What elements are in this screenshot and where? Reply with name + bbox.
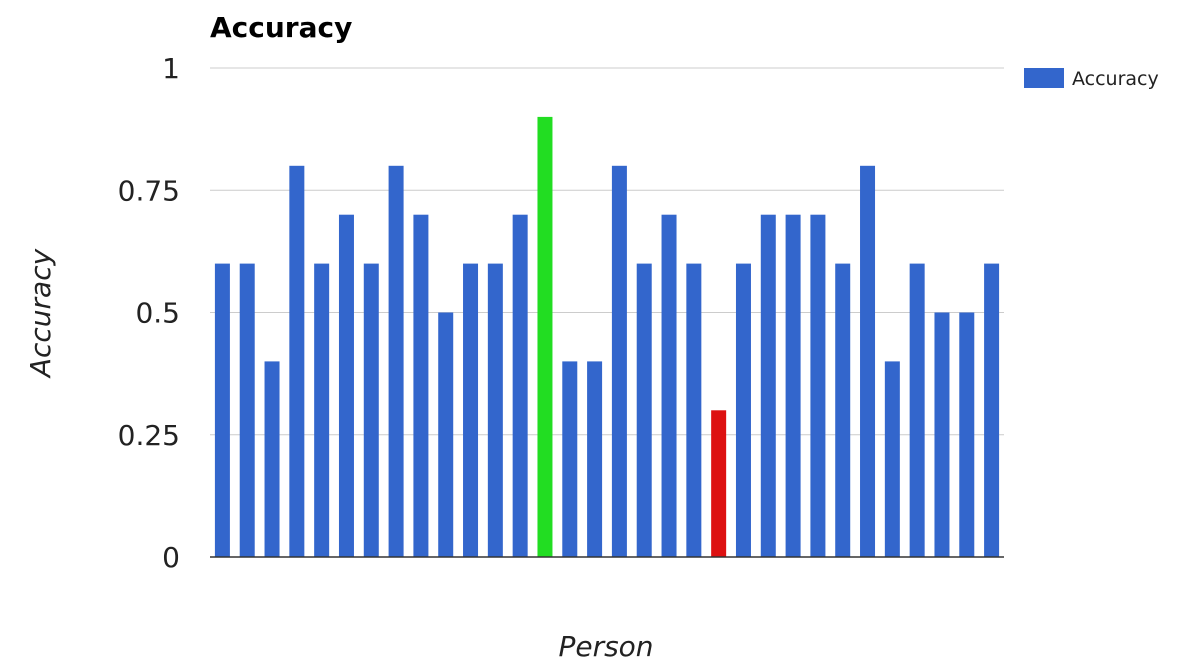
bar-person-18[interactable]: [636, 263, 652, 557]
bar-person-26[interactable]: [835, 263, 851, 557]
bar-person-11[interactable]: [463, 263, 479, 557]
bar-person-12[interactable]: [487, 263, 503, 557]
legend-label: Accuracy: [1072, 68, 1159, 90]
y-tick-label: 0.5: [135, 297, 180, 330]
legend: Accuracy: [1024, 68, 1159, 90]
bar-person-27[interactable]: [860, 165, 876, 558]
y-axis-label: Accuracy: [24, 248, 57, 379]
y-tick-label: 1: [162, 52, 180, 85]
bar-person-17[interactable]: [611, 165, 627, 558]
bar-person-22[interactable]: [735, 263, 751, 557]
bar-person-13[interactable]: [512, 214, 528, 557]
bar-person-4[interactable]: [289, 165, 305, 558]
bar-person-23[interactable]: [760, 214, 776, 557]
bar-person-10[interactable]: [438, 312, 454, 558]
chart-title: Accuracy: [210, 11, 352, 44]
bar-person-8[interactable]: [388, 165, 404, 558]
bar-person-21[interactable]: [711, 410, 727, 557]
bar-person-3[interactable]: [264, 361, 280, 557]
bar-person-19[interactable]: [661, 214, 677, 557]
bar-person-15[interactable]: [562, 361, 578, 557]
bar-person-20[interactable]: [686, 263, 702, 557]
legend-swatch: [1024, 68, 1064, 88]
bar-person-2[interactable]: [239, 263, 255, 557]
bar-person-32[interactable]: [984, 263, 1000, 557]
bar-person-1[interactable]: [214, 263, 230, 557]
y-tick-labels: 0 0.25 0.5 0.75 1: [118, 52, 180, 574]
bar-person-24[interactable]: [785, 214, 801, 557]
bar-person-6[interactable]: [338, 214, 354, 557]
bar-person-5[interactable]: [314, 263, 330, 557]
bar-person-16[interactable]: [587, 361, 603, 557]
y-tick-label: 0: [162, 541, 180, 574]
bar-person-31[interactable]: [959, 312, 975, 558]
y-tick-label: 0.25: [118, 419, 180, 452]
x-axis-label: Person: [558, 630, 653, 663]
bar-person-28[interactable]: [884, 361, 900, 557]
bar-person-7[interactable]: [363, 263, 379, 557]
bars: [214, 116, 1000, 558]
bar-person-30[interactable]: [934, 312, 950, 558]
bar-person-25[interactable]: [810, 214, 826, 557]
bar-person-29[interactable]: [909, 263, 925, 557]
bar-person-14[interactable]: [537, 116, 553, 558]
bar-person-9[interactable]: [413, 214, 429, 557]
y-tick-label: 0.75: [118, 174, 180, 207]
